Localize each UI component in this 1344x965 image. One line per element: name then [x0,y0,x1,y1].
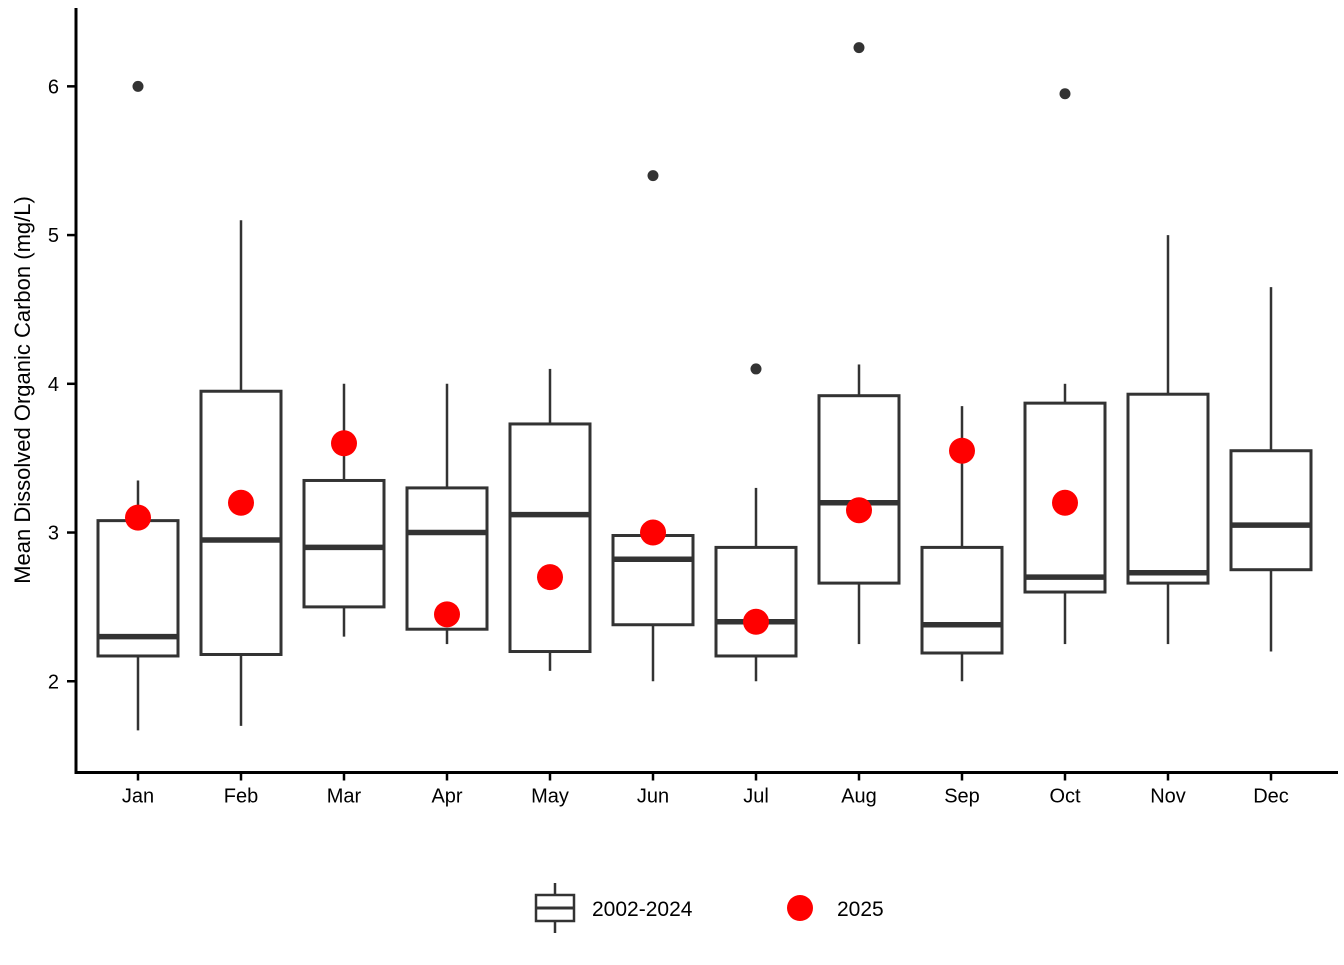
point-2025-mar [331,430,357,457]
legend-label-current-year: 2025 [837,898,884,921]
y-axis-ticks: 2 3 4 5 6 [48,76,76,693]
x-tick-label-apr: Apr [431,786,462,808]
x-tick-label-dec: Dec [1253,786,1289,808]
legend-label-historical: 2002-2024 [592,898,693,921]
point-2025-jan [125,504,151,531]
iqr-box [611,534,695,627]
iqr-box [1023,401,1107,594]
boxplot-jan [96,80,180,731]
outlier-point [853,42,865,54]
legend: 2002-2024 2025 [534,883,884,933]
boxplot-mar [302,383,386,637]
y-tick-label: 5 [48,225,59,247]
x-tick-label-jan: Jan [122,786,154,808]
x-tick-label-aug: Aug [841,786,877,808]
x-tick-label-oct: Oct [1049,786,1081,808]
boxplot-sep [920,406,1004,682]
point-2025-oct [1052,489,1078,516]
point-2025-may [537,564,563,591]
x-tick-label-jul: Jul [743,786,769,808]
boxplot-aug [817,42,901,645]
outlier-point [647,170,659,182]
y-tick-label: 4 [48,374,59,396]
iqr-box [302,478,386,609]
x-tick-label-feb: Feb [224,786,258,808]
plot-area: 2 3 4 5 6 Jan Feb Mar Apr May Jun Jul Aug Sep Oct Nov De… [48,8,1338,808]
x-tick-label-mar: Mar [327,786,362,808]
boxplot-may [508,368,592,671]
outlier-point [132,80,144,92]
x-tick-label-may: May [531,786,569,808]
boxplot-dec [1229,287,1313,652]
y-tick-label: 2 [48,671,59,693]
x-axis-ticks: Jan Feb Mar Apr May Jun Jul Aug Sep Oct Nov Dec [122,772,1289,808]
iqr-box [1126,392,1210,585]
point-2025-jun [640,519,666,546]
y-tick-label: 3 [48,523,59,545]
boxplot-nov [1126,235,1210,645]
iqr-box [508,422,592,654]
point-2025-apr [434,601,460,628]
boxplot-jun [611,170,695,682]
iqr-box [817,394,901,585]
boxplot-feb [199,220,283,726]
iqr-box [1229,449,1313,572]
iqr-box [920,545,1004,655]
y-axis-title: Mean Dissolved Organic Carbon (mg/L) [10,196,35,584]
legend-point-icon [787,895,813,921]
point-2025-feb [228,489,254,516]
point-2025-sep [949,437,975,464]
point-2025-aug [846,497,872,524]
outlier-point [750,363,762,375]
iqr-box [714,545,798,658]
x-tick-label-jun: Jun [637,786,669,808]
outlier-point [1059,88,1071,100]
legend-boxplot-icon [534,883,576,933]
iqr-box [199,389,283,656]
x-tick-label-sep: Sep [944,786,980,808]
point-2025-jul [743,608,769,635]
boxplot-oct [1023,88,1107,645]
axes [74,8,1338,774]
points-2025 [125,430,1078,635]
x-tick-label-nov: Nov [1150,786,1186,808]
boxplot-jul [714,363,798,682]
y-tick-label: 6 [48,76,59,98]
